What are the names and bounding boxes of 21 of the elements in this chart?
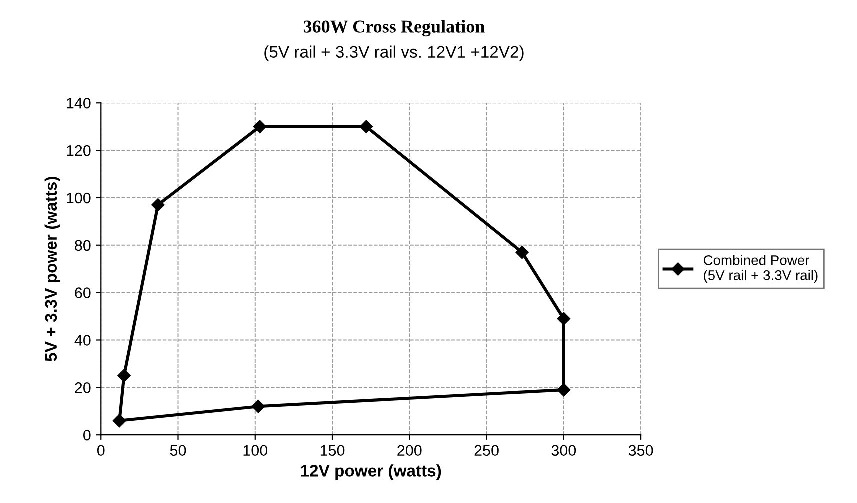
x-tick-label: 200 (398, 445, 422, 456)
y-tick-label: 20 (75, 382, 91, 394)
y-tick-label: 100 (67, 192, 91, 204)
x-tick-label: 50 (170, 445, 186, 456)
y-tick-label: 80 (75, 240, 91, 252)
x-tick-label: 100 (244, 445, 268, 456)
x-tick-label: 0 (97, 445, 105, 456)
legend-label: Combined Power (5V rail + 3.3V rail) (704, 255, 818, 284)
y-tick-label: 40 (74, 335, 91, 346)
x-tick-label: 300 (552, 445, 576, 456)
chart-subtitle: (5V rail + 3.3V rail vs. 12V1 +12V2) (264, 46, 524, 62)
y-tick-label: 140 (67, 98, 91, 109)
y-axis-title: 5V + 3.3V power (watts) (44, 177, 60, 362)
x-tick-label: 150 (320, 445, 345, 456)
chart-title: 360W Cross Regulation (304, 20, 485, 37)
y-tick-label: 120 (67, 145, 91, 156)
y-tick-label: 0 (84, 430, 91, 441)
x-axis-title: 12V power (watts) (301, 464, 442, 480)
x-tick-label: 250 (474, 445, 499, 456)
y-tick-label: 60 (75, 288, 91, 299)
x-tick-label: 350 (628, 445, 654, 456)
